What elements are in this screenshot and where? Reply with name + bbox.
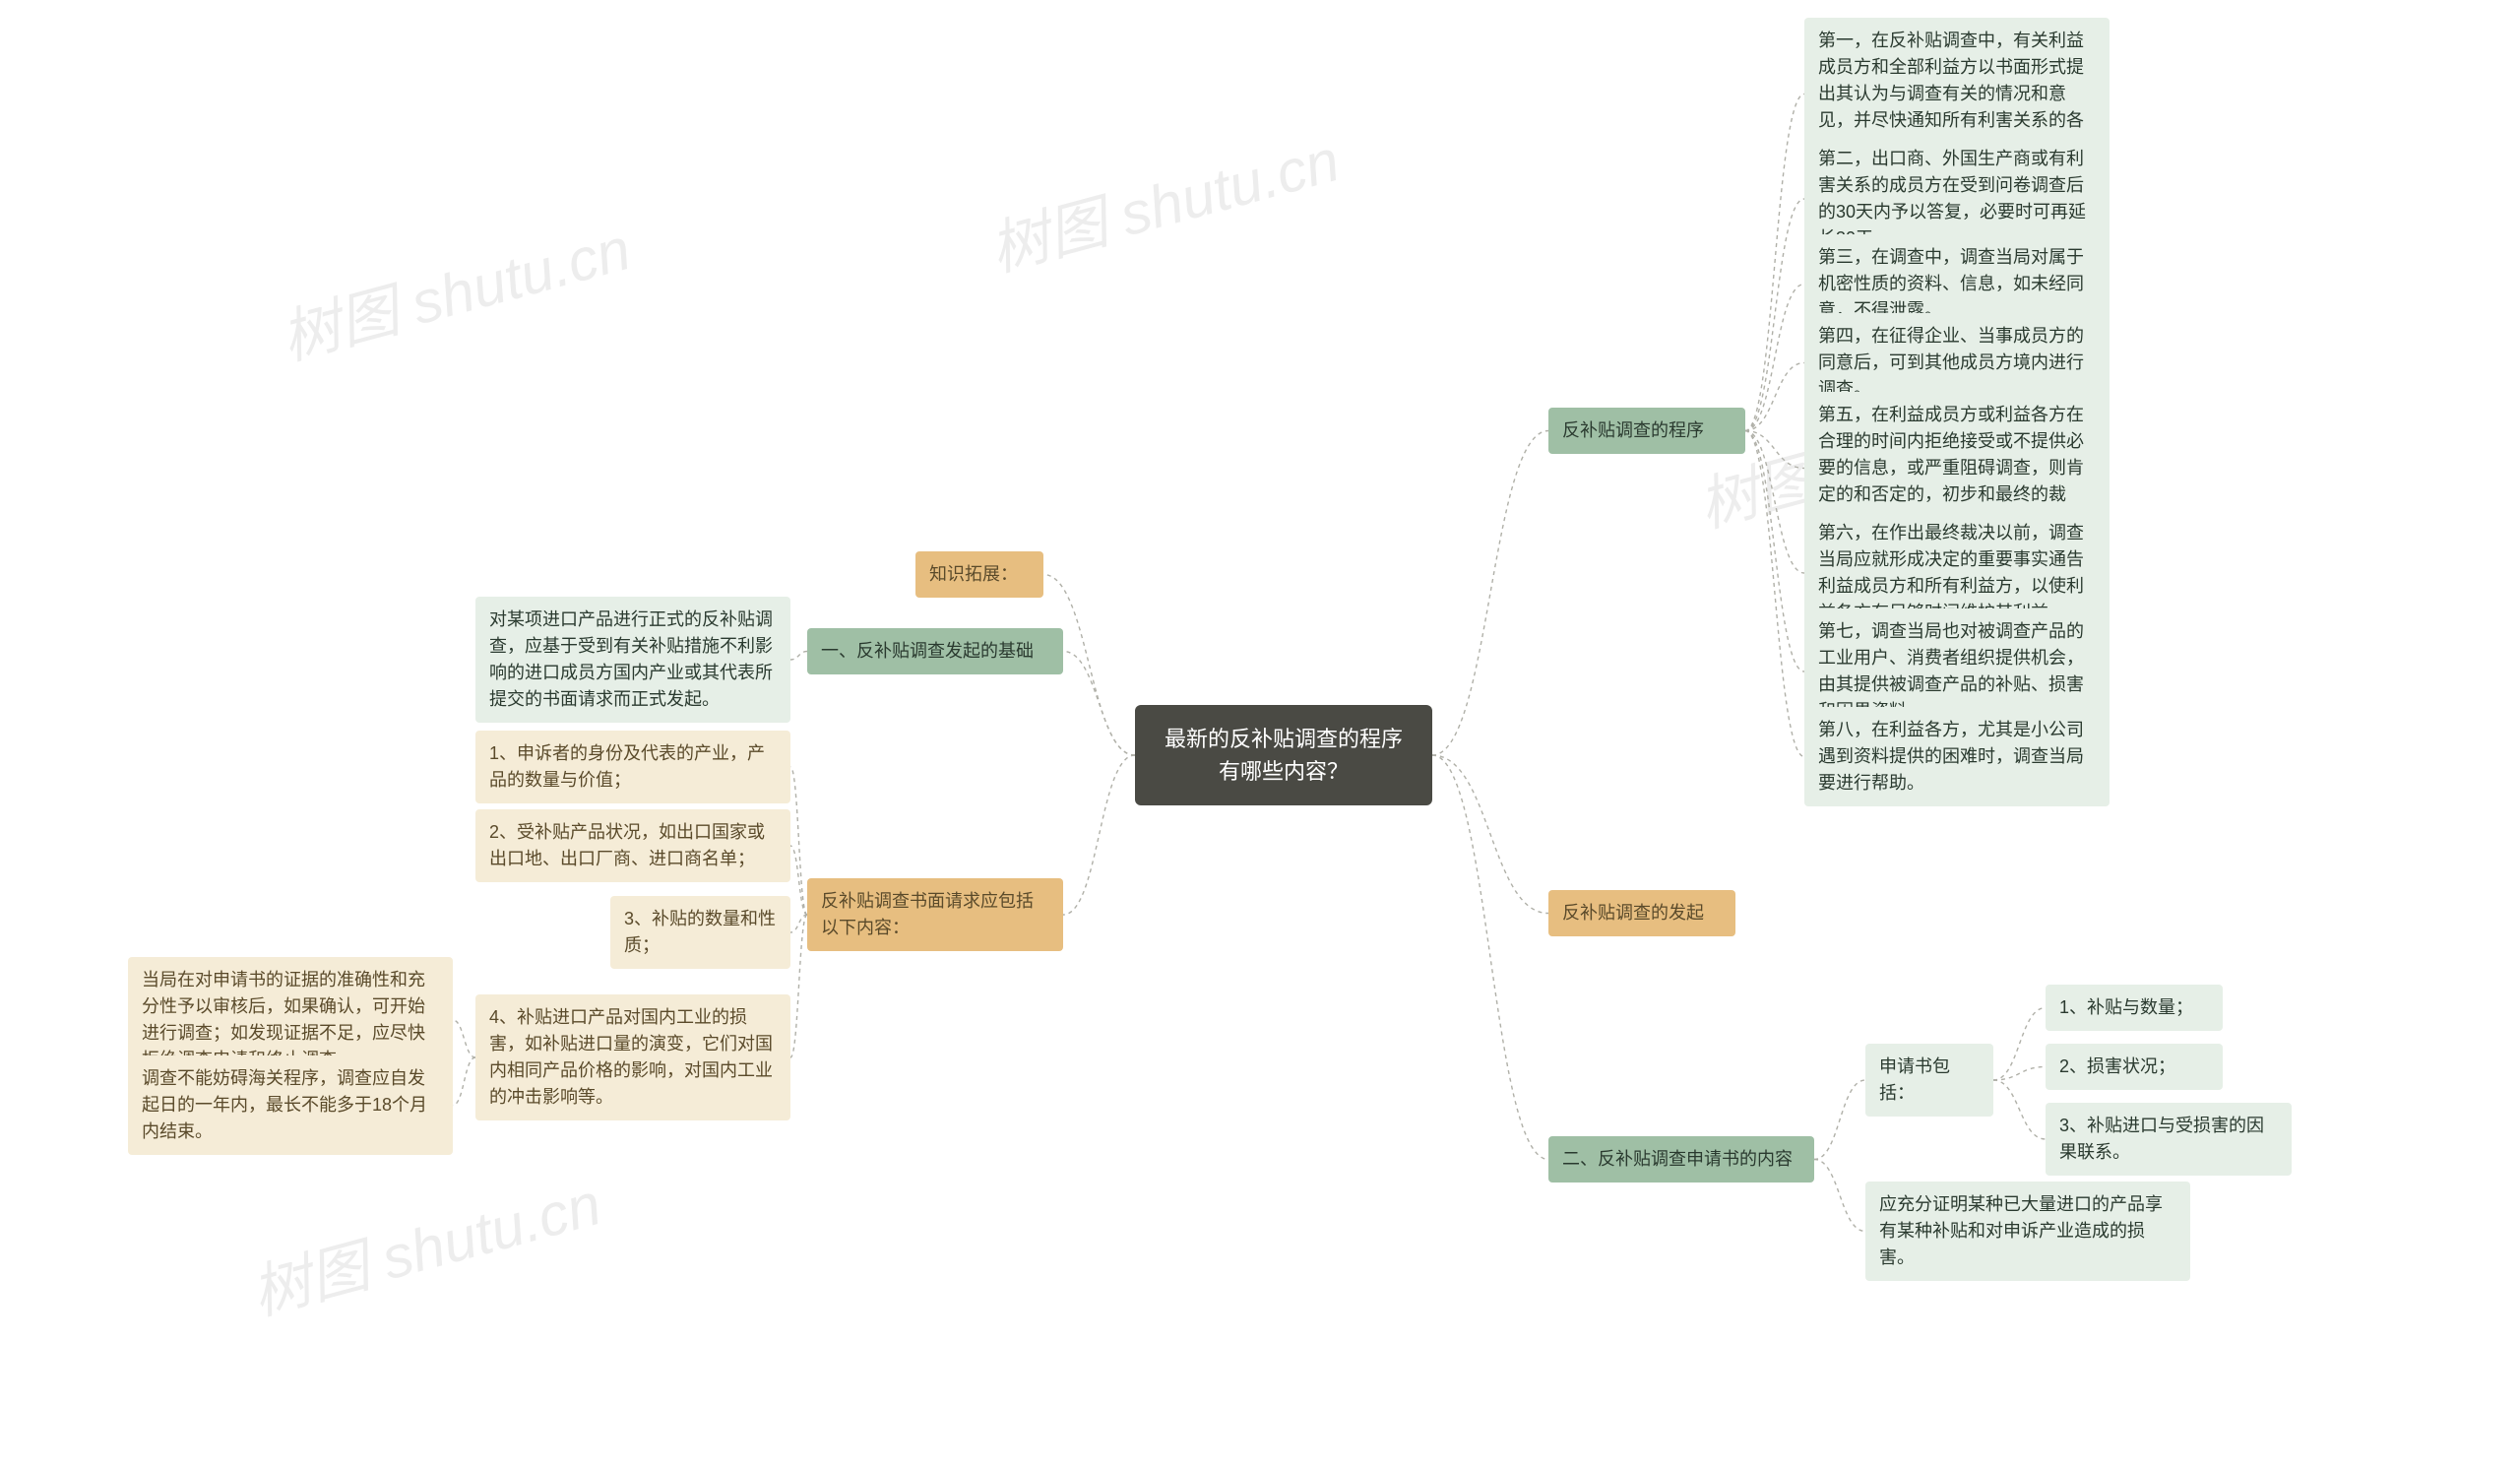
branch-knowledge-ext: 知识拓展： — [915, 551, 1043, 598]
leaf-app-inc-1: 1、补贴与数量； — [2046, 985, 2223, 1031]
leaf-app-inc-3: 3、补贴进口与受损害的因果联系。 — [2046, 1103, 2292, 1176]
watermark: 树图 shutu.cn — [979, 112, 1348, 288]
leaf-basis-desc: 对某项进口产品进行正式的反补贴调查，应基于受到有关补贴措施不利影响的进口成员方国… — [475, 597, 790, 723]
branch-request-content: 反补贴调查书面请求应包括以下内容： — [807, 878, 1063, 951]
branch-basis: 一、反补贴调查发起的基础 — [807, 628, 1063, 674]
leaf-req-4-sub2: 调查不能妨碍海关程序，调查应自发起日的一年内，最长不能多于18个月内结束。 — [128, 1055, 453, 1155]
leaf-req-3: 3、补贴的数量和性质； — [610, 896, 790, 969]
leaf-proc-8: 第八，在利益各方，尤其是小公司遇到资料提供的困难时，调查当局要进行帮助。 — [1804, 707, 2110, 806]
branch-procedure: 反补贴调查的程序 — [1548, 408, 1745, 454]
watermark: 树图 shutu.cn — [241, 1156, 609, 1331]
leaf-req-4: 4、补贴进口产品对国内工业的损害，如补贴进口量的演变，它们对国内相同产品价格的影… — [475, 994, 790, 1120]
branch-application: 二、反补贴调查申请书的内容 — [1548, 1136, 1814, 1182]
leaf-req-2: 2、受补贴产品状况，如出口国家或出口地、出口厂商、进口商名单； — [475, 809, 790, 882]
leaf-app-inc-2: 2、损害状况； — [2046, 1044, 2223, 1090]
watermark: 树图 shutu.cn — [271, 201, 639, 376]
root-node: 最新的反补贴调查的程序有哪些内容？ — [1135, 705, 1432, 805]
leaf-app-includes: 申请书包括： — [1865, 1044, 1993, 1117]
leaf-app-proof: 应充分证明某种已大量进口的产品享有某种补贴和对申诉产业造成的损害。 — [1865, 1182, 2190, 1281]
leaf-req-1: 1、申诉者的身份及代表的产业，产品的数量与价值； — [475, 731, 790, 803]
branch-initiation: 反补贴调查的发起 — [1548, 890, 1735, 936]
